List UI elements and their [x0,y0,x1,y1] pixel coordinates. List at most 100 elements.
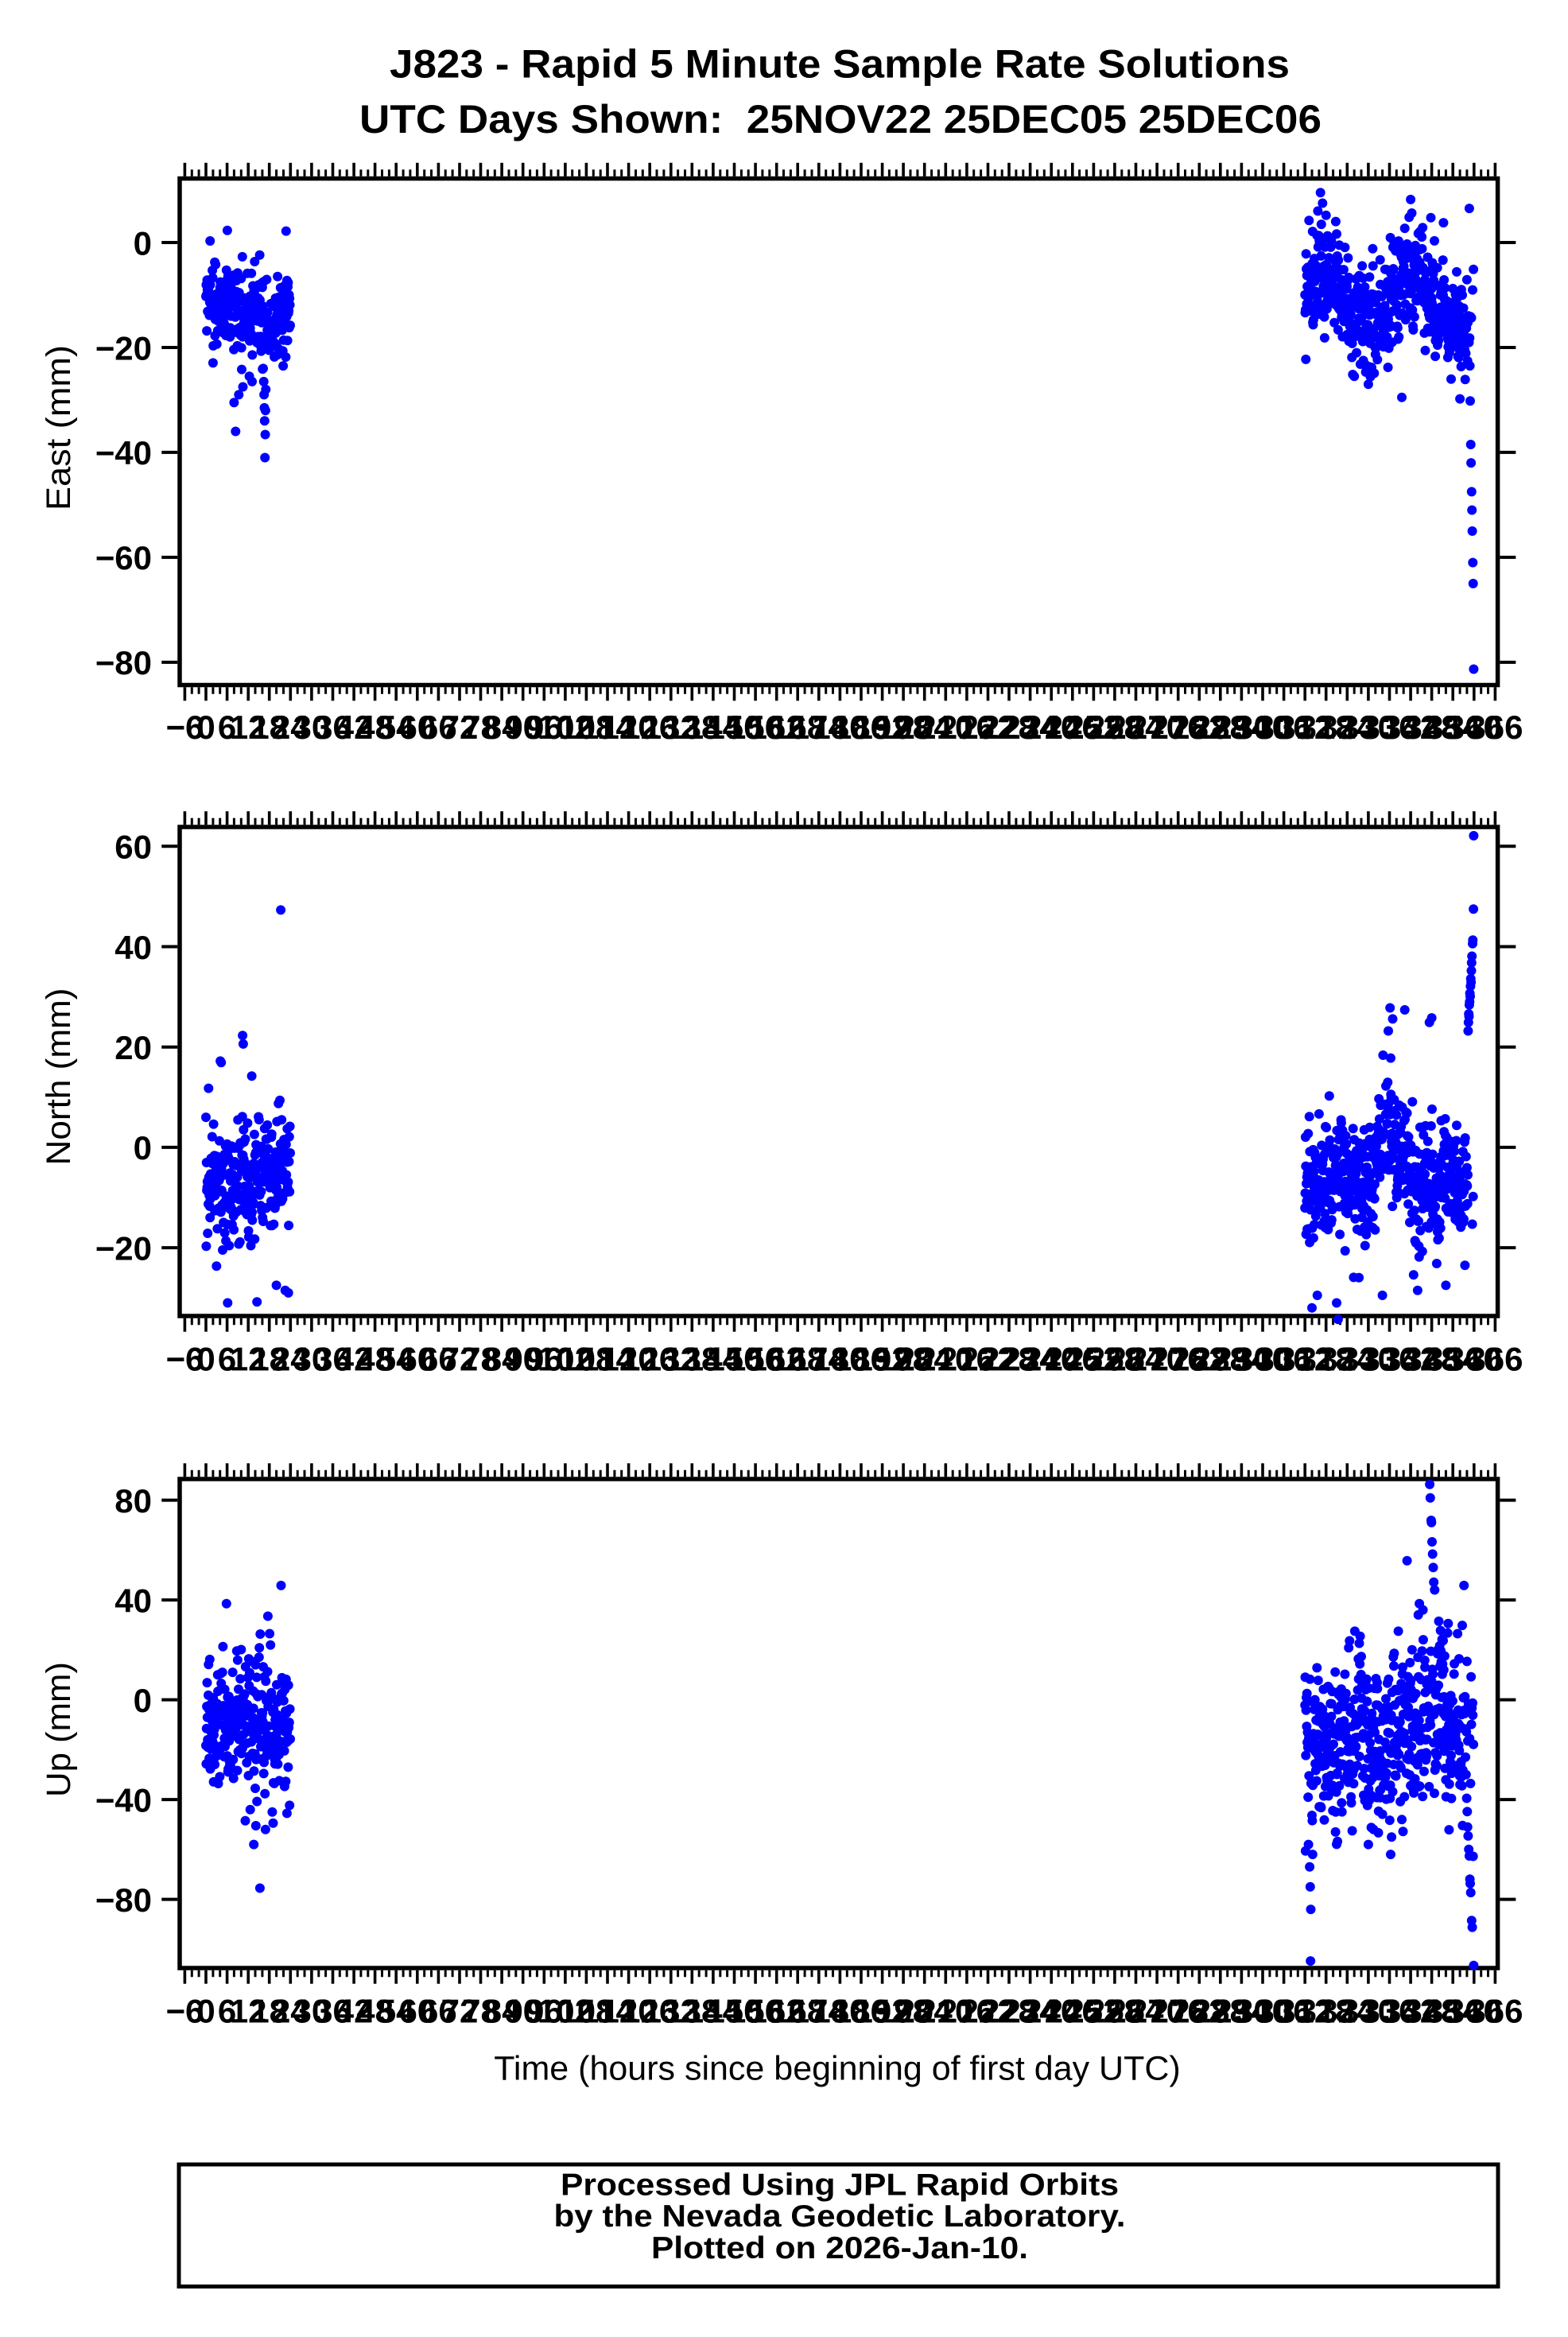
svg-text:192: 192 [855,708,910,746]
svg-text:30: 30 [293,708,331,746]
svg-text:48: 48 [356,1341,394,1378]
svg-text:210: 210 [918,1993,973,2030]
svg-text:20: 20 [114,1029,152,1066]
svg-text:270: 270 [1129,708,1185,746]
svg-text:360: 360 [1446,1993,1502,2030]
svg-text:282: 282 [1171,1993,1227,2030]
svg-text:162: 162 [749,1341,805,1378]
svg-text:−60: −60 [95,539,152,576]
svg-text:48: 48 [356,708,394,746]
svg-text:60: 60 [398,708,436,746]
svg-text:−6: −6 [165,708,204,746]
svg-text:318: 318 [1298,1993,1354,2030]
svg-text:90: 90 [504,1993,541,2030]
svg-text:90: 90 [504,1341,541,1378]
svg-text:300: 300 [1235,1341,1290,1378]
svg-text:186: 186 [833,1341,889,1378]
svg-text:318: 318 [1298,708,1354,746]
svg-text:306: 306 [1256,1341,1312,1378]
svg-text:258: 258 [1087,1341,1143,1378]
svg-text:300: 300 [1235,1993,1290,2030]
svg-text:366: 366 [1467,1341,1523,1378]
svg-text:276: 276 [1151,1341,1206,1378]
svg-text:126: 126 [622,708,677,746]
svg-text:354: 354 [1425,708,1481,746]
svg-text:18: 18 [250,1993,288,2030]
svg-text:24: 24 [272,1341,309,1378]
svg-text:192: 192 [855,1341,910,1378]
svg-text:54: 54 [378,1993,415,2030]
svg-text:54: 54 [378,1341,415,1378]
svg-text:90: 90 [504,708,541,746]
svg-text:186: 186 [833,1993,889,2030]
svg-text:144: 144 [685,1993,742,2030]
svg-text:168: 168 [770,708,825,746]
svg-text:Processed Using JPL Rapid Orbi: Processed Using JPL Rapid Orbits [561,2168,1119,2202]
svg-text:6: 6 [218,1341,236,1378]
svg-text:204: 204 [897,708,953,746]
svg-text:96: 96 [526,1993,563,2030]
svg-text:114: 114 [580,1341,635,1378]
svg-text:48: 48 [356,1993,394,2030]
svg-text:330: 330 [1341,1341,1396,1378]
svg-text:126: 126 [622,1993,677,2030]
svg-text:132: 132 [643,1341,699,1378]
svg-text:216: 216 [939,708,995,746]
svg-text:282: 282 [1171,1341,1227,1378]
svg-text:192: 192 [855,1993,910,2030]
svg-text:318: 318 [1298,1341,1354,1378]
svg-text:330: 330 [1341,1993,1396,2030]
svg-text:360: 360 [1446,708,1502,746]
svg-text:252: 252 [1065,1341,1121,1378]
svg-text:78: 78 [462,708,499,746]
svg-text:0: 0 [134,1129,152,1167]
svg-text:234: 234 [1003,1341,1059,1378]
svg-text:258: 258 [1087,1993,1143,2030]
svg-text:330: 330 [1341,708,1396,746]
svg-text:−80: −80 [95,1881,152,1919]
svg-text:342: 342 [1383,1341,1438,1378]
svg-text:72: 72 [441,1993,479,2030]
svg-text:312: 312 [1277,1993,1333,2030]
svg-text:270: 270 [1129,1993,1185,2030]
svg-text:66: 66 [420,1341,457,1378]
svg-text:78: 78 [462,1341,499,1378]
svg-text:East (mm): East (mm) [40,345,78,510]
svg-text:270: 270 [1129,1341,1185,1378]
svg-text:132: 132 [643,1993,699,2030]
svg-text:168: 168 [770,1341,825,1378]
svg-text:198: 198 [875,1341,931,1378]
svg-text:84: 84 [483,1993,521,2030]
svg-text:0: 0 [134,224,152,262]
svg-text:78: 78 [462,1993,499,2030]
svg-text:by the Nevada Geodetic Laborat: by the Nevada Geodetic Laboratory. [554,2199,1126,2234]
svg-text:42: 42 [336,708,373,746]
svg-text:96: 96 [526,708,563,746]
svg-text:36: 36 [314,1993,351,2030]
svg-text:102: 102 [538,708,593,746]
svg-text:246: 246 [1045,708,1100,746]
svg-text:312: 312 [1277,708,1333,746]
svg-text:348: 348 [1404,1341,1460,1378]
svg-text:138: 138 [664,1993,720,2030]
svg-text:102: 102 [538,1993,593,2030]
svg-text:204: 204 [897,1993,953,2030]
svg-text:36: 36 [314,708,351,746]
svg-text:276: 276 [1151,708,1206,746]
svg-text:264: 264 [1108,1341,1164,1378]
svg-text:24: 24 [272,708,309,746]
svg-text:162: 162 [749,708,805,746]
svg-text:162: 162 [749,1993,805,2030]
svg-text:UTC Days Shown: 25NOV22 25DEC: UTC Days Shown: 25NOV22 25DEC05 25DEC06 [359,97,1322,142]
svg-text:174: 174 [791,708,848,746]
svg-text:Plotted on 2026-Jan-10.: Plotted on 2026-Jan-10. [651,2231,1028,2265]
svg-text:30: 30 [293,1993,331,2030]
svg-text:354: 354 [1425,1341,1481,1378]
svg-text:264: 264 [1108,708,1164,746]
svg-text:228: 228 [981,1993,1037,2030]
svg-text:354: 354 [1425,1993,1481,2030]
svg-text:258: 258 [1087,708,1143,746]
svg-text:306: 306 [1256,1993,1312,2030]
svg-text:120: 120 [601,708,657,746]
svg-text:288: 288 [1193,708,1248,746]
